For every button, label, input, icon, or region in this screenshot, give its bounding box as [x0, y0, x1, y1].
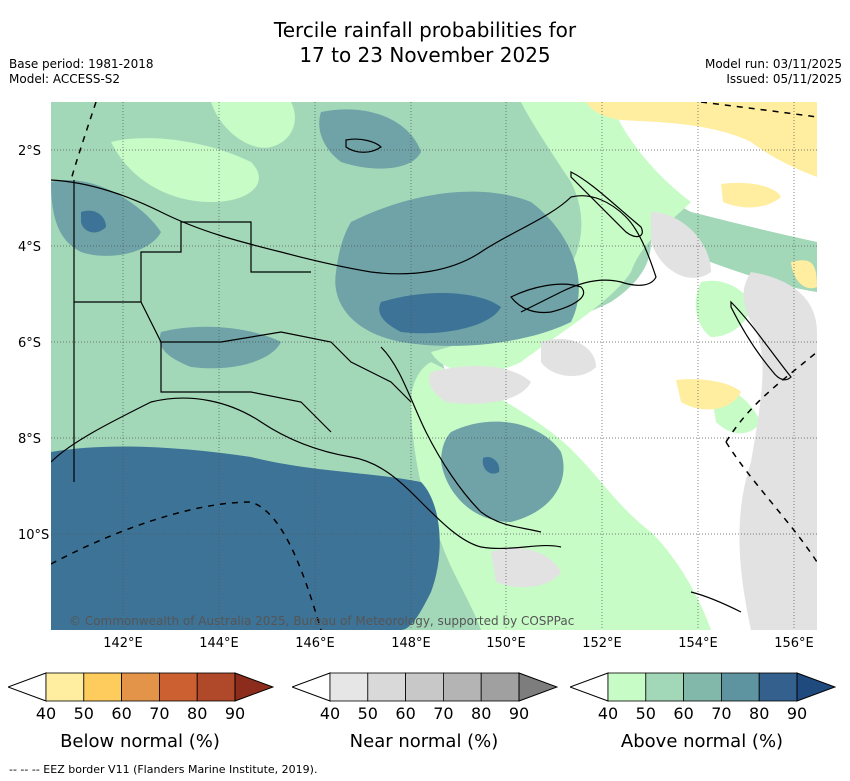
base-period: Base period: 1981-2018	[9, 57, 154, 71]
colorbar-near-tick: 70	[433, 704, 454, 723]
dark-blue-sw	[51, 446, 440, 630]
lon-label-150e: 150°E	[486, 636, 526, 651]
colorbar-below-swatch-1	[83, 672, 123, 702]
colorbar-near-swatch-0	[329, 672, 369, 702]
colorbar-above-tick: 90	[786, 704, 808, 723]
colorbar-near-tick: 80	[471, 704, 492, 723]
title-line-1: Tercile rainfall probabilities for	[273, 18, 577, 42]
light-green-islands	[695, 280, 751, 337]
colorbar-below-tick: 70	[149, 704, 170, 723]
colorbar-below-low-arrow	[8, 672, 47, 702]
title-line-2: 17 to 23 November 2025	[299, 43, 551, 67]
lon-label-148e: 148°E	[391, 636, 431, 651]
colorbar-below-high-arrow	[234, 672, 274, 702]
colorbar-above-low-arrow	[570, 672, 609, 702]
colorbar-below	[8, 672, 274, 702]
copyright-notice: © Commonwealth of Australia 2025, Bureau…	[69, 614, 575, 628]
colorbar-below-tick: 90	[224, 704, 246, 723]
teal-north	[319, 109, 421, 169]
colorbar-above-tick: 50	[635, 704, 656, 723]
teal-south	[441, 421, 564, 522]
legend-below-normal	[8, 672, 274, 702]
lon-label-152e: 152°E	[582, 636, 622, 651]
light-green-north	[211, 102, 295, 148]
yellow-patch-3	[791, 260, 817, 289]
colorbar-above-swatch-4	[758, 672, 798, 702]
colorbar-above-tick: 80	[749, 704, 770, 723]
colorbar-near-swatch-4	[480, 672, 520, 702]
legend-title-below: Below normal (%)	[60, 731, 220, 752]
model-name: Model: ACCESS-S2	[9, 72, 121, 86]
grey-patch-1	[429, 366, 531, 404]
colorbar-above-tick: 70	[711, 704, 732, 723]
probability-map	[51, 102, 817, 630]
colorbar-near-swatch-3	[442, 672, 482, 702]
colorbar-above-tick: 60	[673, 704, 694, 723]
lat-label-4s: 4°S	[18, 240, 42, 255]
colorbar-below-swatch-3	[158, 672, 198, 702]
lon-label-146e: 146°E	[295, 636, 335, 651]
colorbar-above	[570, 672, 836, 702]
lon-label-142e: 142°E	[103, 636, 143, 651]
colorbar-near-low-arrow	[292, 672, 331, 702]
colorbar-below-tick: 50	[73, 704, 94, 723]
colorbar-near-tick: 40	[319, 704, 341, 723]
colorbar-near	[292, 672, 558, 702]
colorbar-near-swatch-2	[405, 672, 444, 702]
grey-patch-4	[491, 548, 561, 588]
eez-borders	[51, 102, 817, 630]
colorbar-below-tick: 80	[187, 704, 208, 723]
light-green-band	[431, 102, 691, 373]
issued-date: Issued: 05/11/2025	[726, 72, 842, 86]
meta-right: Model run: 03/11/2025 Issued: 05/11/2025	[705, 57, 842, 87]
yellow-patch-1	[721, 182, 781, 208]
lat-label-8s: 8°S	[18, 432, 42, 447]
colorbar-below-swatch-0	[45, 672, 85, 702]
colorbar-above-swatch-3	[720, 672, 760, 702]
lat-label-6s: 6°S	[18, 336, 42, 351]
dark-blue-spot-2	[482, 456, 500, 474]
colorbar-above-swatch-1	[645, 672, 685, 702]
lat-label-2s: 2°S	[18, 144, 42, 159]
yellow-north	[586, 102, 817, 177]
colorbar-above-high-arrow	[796, 672, 836, 702]
meta-left: Base period: 1981-2018 Model: ACCESS-S2	[9, 57, 154, 87]
lon-label-156e: 156°E	[774, 636, 814, 651]
grey-patch-2	[541, 338, 596, 377]
legend-near-normal	[292, 672, 558, 702]
grey-patch-east	[739, 272, 817, 630]
dark-blue-central	[379, 292, 501, 334]
lon-label-154e: 154°E	[678, 636, 718, 651]
teal-west	[51, 180, 161, 256]
colorbar-above-swatch-0	[607, 672, 647, 702]
colorbar-below-swatch-4	[196, 672, 236, 702]
lat-label-10s: 10°S	[18, 528, 50, 543]
colorbar-near-tick: 60	[395, 704, 416, 723]
lon-label-144e: 144°E	[199, 636, 239, 651]
grey-patch-3	[651, 212, 711, 278]
colorbar-above-tick: 40	[597, 704, 619, 723]
coastlines	[51, 138, 792, 613]
eez-footnote: -- -- -- EEZ border V11 (Flanders Marine…	[9, 763, 318, 776]
yellow-patch-2	[676, 379, 741, 410]
colorbar-near-tick: 90	[508, 704, 530, 723]
model-run: Model run: 03/11/2025	[704, 57, 842, 71]
map-title: Tercile rainfall probabilities for 17 to…	[0, 18, 850, 68]
colorbar-near-tick: 50	[357, 704, 378, 723]
colorbar-above-swatch-2	[683, 672, 722, 702]
legend-title-near: Near normal (%)	[349, 731, 499, 752]
colorbar-below-tick: 60	[111, 704, 132, 723]
colorbar-near-high-arrow	[518, 672, 558, 702]
graticule	[51, 102, 817, 630]
legend-above-normal	[570, 672, 836, 702]
light-green-nw	[111, 138, 259, 202]
map-panel	[51, 102, 817, 630]
dark-blue-spot	[81, 210, 106, 233]
colorbar-below-tick: 40	[35, 704, 57, 723]
colorbar-near-swatch-1	[367, 672, 407, 702]
legend-title-above: Above normal (%)	[620, 731, 784, 752]
colorbar-below-swatch-2	[121, 672, 160, 702]
